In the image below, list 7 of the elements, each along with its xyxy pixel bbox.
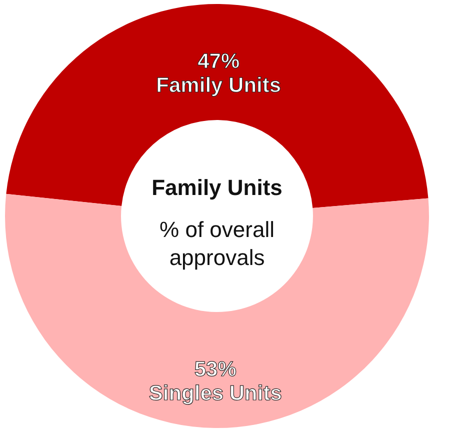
- text: Family Units: [152, 175, 282, 200]
- donut-slice: [6, 4, 428, 208]
- slice-label: Singles Units: [148, 382, 282, 405]
- slice-label: Family Units: [156, 74, 282, 98]
- data-label: 47%: [198, 50, 240, 74]
- data-label: 53%: [194, 358, 237, 381]
- text: % of overall approvals: [160, 217, 274, 270]
